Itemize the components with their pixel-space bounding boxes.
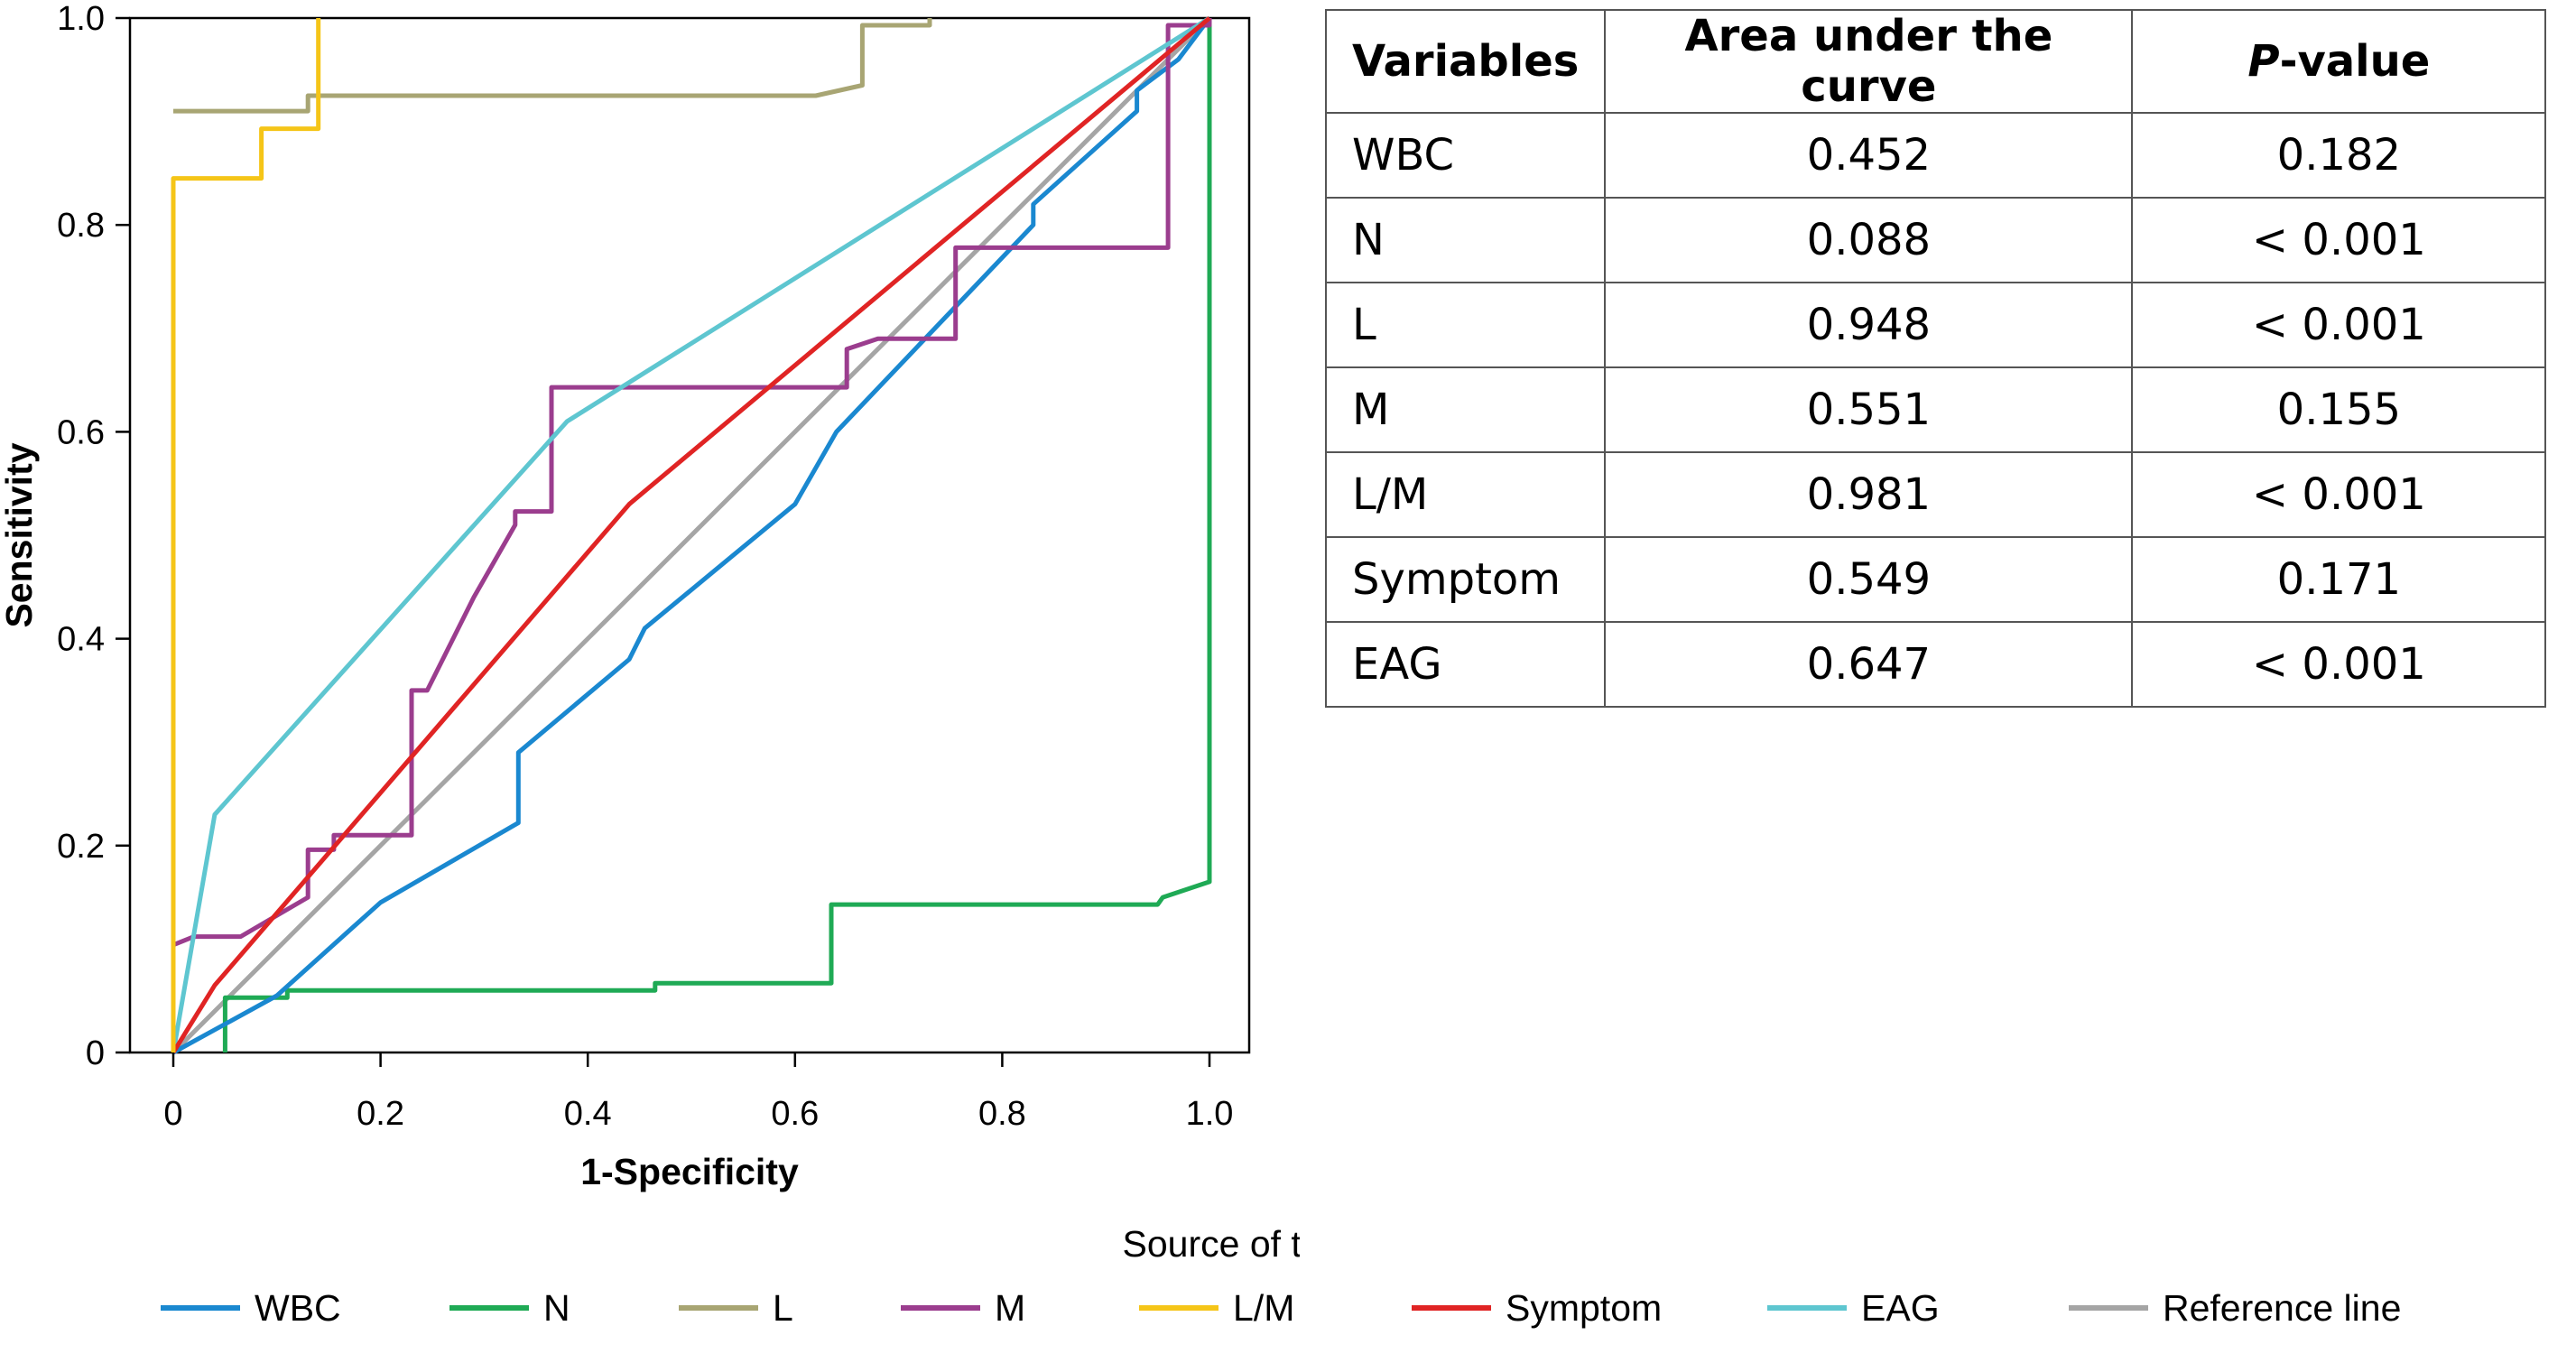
cell-p-value: 0.155 [2131, 366, 2547, 453]
table-row: L/M 0.981 < 0.001 [1324, 451, 2547, 538]
header-p-value: P-value [2131, 9, 2547, 114]
header-p-suffix: -value [2279, 36, 2431, 87]
x-tick-label: 1.0 [1186, 1095, 1234, 1133]
table-row: EAG 0.647 < 0.001 [1324, 621, 2547, 708]
curve-m [171, 18, 1212, 1052]
cell-auc: 0.647 [1604, 621, 2134, 708]
cell-p-value: 0.171 [2131, 536, 2547, 623]
legend-label: WBC [255, 1287, 341, 1329]
x-tick-label: 0.6 [771, 1095, 819, 1133]
cell-variable: M [1324, 366, 1607, 453]
cell-variable: L/M [1324, 451, 1607, 538]
header-auc: Area under the curve [1604, 9, 2134, 114]
cell-p-value: 0.182 [2131, 112, 2547, 199]
cell-variable: N [1324, 197, 1607, 283]
legend-label: Symptom [1506, 1287, 1662, 1329]
cell-auc: 0.551 [1604, 366, 2134, 453]
legend-label: L [773, 1287, 793, 1329]
curve-n [222, 18, 1212, 1052]
y-tick-label: 1.0 [57, 0, 105, 38]
y-tick-label: 0.8 [57, 207, 105, 245]
y-tick-label: 0.6 [57, 413, 105, 451]
cell-p-value: < 0.001 [2131, 621, 2547, 708]
cell-auc: 0.549 [1604, 536, 2134, 623]
y-tick-label: 0 [86, 1034, 105, 1072]
cell-variable: L [1324, 282, 1607, 368]
plot-frame [128, 16, 1251, 1054]
y-axis-title: Sensitivity [0, 442, 40, 627]
cell-p-value: < 0.001 [2131, 451, 2547, 538]
y-tick-label: 0.2 [57, 828, 105, 866]
x-tick-label: 0.4 [564, 1095, 612, 1133]
table-row: N 0.088 < 0.001 [1324, 197, 2547, 283]
curve-symptom [171, 16, 1211, 1054]
table-row: WBC 0.452 0.182 [1324, 112, 2547, 199]
x-axis-title: 1-Specificity [580, 1151, 799, 1192]
x-tick-label: 0.8 [978, 1095, 1026, 1133]
cell-auc: 0.948 [1604, 282, 2134, 368]
curve-l-m [171, 18, 321, 1052]
table-row: L 0.948 < 0.001 [1324, 282, 2547, 368]
x-tick-label: 0 [163, 1095, 182, 1133]
legend-label: L/M [1233, 1287, 1294, 1329]
auc-table: Variables Area under the curve P-value W… [1324, 9, 2547, 708]
header-variables: Variables [1324, 9, 1607, 114]
table-header-row: Variables Area under the curve P-value [1324, 9, 2547, 114]
cell-p-value: < 0.001 [2131, 197, 2547, 283]
legend-label: N [543, 1287, 570, 1329]
cell-variable: EAG [1324, 621, 1607, 708]
table-row: M 0.551 0.155 [1324, 366, 2547, 453]
header-p-letter: P [2247, 36, 2280, 87]
y-tick-label: 0.4 [57, 621, 105, 659]
curve-reference-line [171, 16, 1211, 1054]
cell-variable: WBC [1324, 112, 1607, 199]
legend-label: Reference line [2163, 1287, 2401, 1329]
curve-layer [171, 15, 1212, 1055]
curve-l [173, 18, 932, 114]
cell-auc: 0.981 [1604, 451, 2134, 538]
legend-title: Source of the curve: [1123, 1223, 1300, 1265]
cell-p-value: < 0.001 [2131, 282, 2547, 368]
legend-label: EAG [1861, 1287, 1940, 1329]
table-row: Symptom 0.549 0.171 [1324, 536, 2547, 623]
legend: WBC N L M L/M Symptom EAG Reference line [161, 1287, 2401, 1329]
roc-chart: 0 0 0.2 0.2 0.4 0.4 0.6 0.6 0.8 0.8 1.0 1.0 1-Speci… [0, 0, 1300, 1265]
cell-auc: 0.452 [1604, 112, 2134, 199]
legend-label: M [995, 1287, 1025, 1329]
cell-auc: 0.088 [1604, 197, 2134, 283]
x-tick-label: 0.2 [357, 1095, 404, 1133]
cell-variable: Symptom [1324, 536, 1607, 623]
curve-eag [171, 15, 1211, 1053]
curve-wbc [171, 16, 1211, 1055]
tick-layer: 0 0 0.2 0.2 0.4 0.4 0.6 0.6 0.8 0.8 1.0 1.0 [57, 0, 1233, 1133]
